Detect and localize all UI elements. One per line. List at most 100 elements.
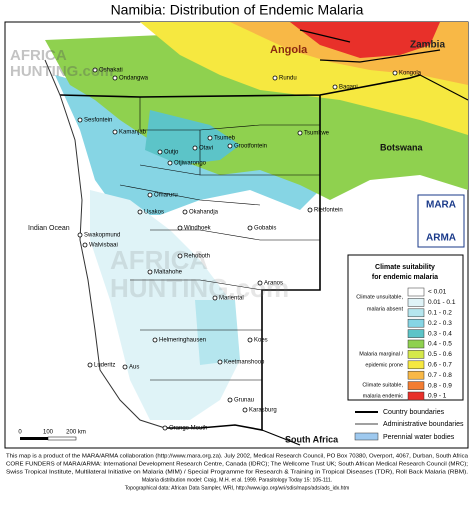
legend-swatch xyxy=(407,298,425,307)
scale-bar xyxy=(47,436,77,441)
town-label: Luderitz xyxy=(94,363,115,369)
legend-group: epidemic prone xyxy=(365,362,403,368)
footer-line: CORE FUNDERS of MARA/ARMA: International… xyxy=(6,461,468,467)
legend-group: malaria endemic xyxy=(363,393,404,399)
legend-swatch xyxy=(407,360,425,370)
town-marker xyxy=(247,337,253,343)
scale-label: 100 xyxy=(43,430,54,436)
legend-label: Perennial water bodies xyxy=(383,434,455,441)
legend-label: 0.01 - 0.1 xyxy=(428,299,456,306)
logo-text: MARA xyxy=(426,200,456,211)
ocean-label: Indian Ocean xyxy=(28,225,70,232)
town-marker xyxy=(82,242,88,248)
legend-label: 0.6 - 0.7 xyxy=(428,362,452,369)
town-marker xyxy=(177,253,183,259)
town-marker xyxy=(112,75,118,81)
town-label: Mariental xyxy=(219,296,244,302)
legend-swatch xyxy=(407,318,425,328)
town-marker xyxy=(392,70,398,76)
coastline xyxy=(44,59,166,429)
town-marker xyxy=(332,84,338,90)
town-marker xyxy=(207,135,213,141)
town-marker xyxy=(147,269,153,275)
legend-box xyxy=(347,254,464,401)
scale-bar xyxy=(20,437,48,440)
scale-label: 0 xyxy=(18,430,22,436)
footer-line: Malaria distribution model: Craig, M.H. … xyxy=(142,477,332,483)
town-marker xyxy=(227,397,233,403)
legend-swatch xyxy=(407,381,425,390)
town-label: Aranos xyxy=(264,281,283,287)
scale-label: 200 km xyxy=(66,430,86,436)
town-label: Bagani xyxy=(339,85,358,91)
legend-label: 0.3 - 0.4 xyxy=(428,330,452,337)
town-marker xyxy=(272,75,278,81)
legend-swatch xyxy=(407,339,425,349)
legend-swatch xyxy=(407,370,425,380)
legend-label: < 0.01 xyxy=(428,289,447,296)
town-label: Tsumkwe xyxy=(304,131,330,137)
footer-line: This map is a product of the MARA/ARMA c… xyxy=(6,453,468,459)
logo-box xyxy=(417,194,465,248)
town-label: Koes xyxy=(254,338,268,344)
town-label: Otavi xyxy=(199,146,213,152)
admin-boundary xyxy=(119,97,320,381)
town-label: Maltahohe xyxy=(154,270,183,276)
country-label: South Africa xyxy=(285,434,339,444)
legend-group: Climate suitable, xyxy=(362,382,403,388)
legend-label: 0.1 - 0.2 xyxy=(428,310,452,317)
town-marker xyxy=(217,359,223,365)
town-marker xyxy=(122,364,128,370)
band-light xyxy=(195,300,240,365)
legend-label: 0.8 - 0.9 xyxy=(428,382,452,389)
town-label: Orange Mouth xyxy=(169,426,207,432)
town-marker xyxy=(112,129,118,135)
town-label: Grunau xyxy=(234,398,254,404)
footer: This map is a product of the MARA/ARMA c… xyxy=(6,453,468,491)
town-marker xyxy=(297,130,303,136)
town-label: Ondangwa xyxy=(119,76,149,82)
legend-swatch xyxy=(407,308,425,318)
legend-swatch xyxy=(407,287,425,297)
watermark: HUNTING.com xyxy=(10,63,113,80)
legend-label: 0.2 - 0.3 xyxy=(428,320,452,327)
town-marker xyxy=(152,337,158,343)
legend-swatch xyxy=(354,432,379,441)
town-label: Tsumeb xyxy=(214,136,236,142)
town-marker xyxy=(147,192,153,198)
town-marker xyxy=(227,143,233,149)
country-label: Angola xyxy=(270,44,308,56)
town-marker xyxy=(192,145,198,151)
town-label: Kongola xyxy=(399,71,422,77)
town-label: Sesfontein xyxy=(84,118,112,124)
town-label: Windhoek xyxy=(184,226,212,232)
town-label: Karasburg xyxy=(249,408,277,414)
logo-text: ARMA xyxy=(426,233,456,244)
title: Namibia: Distribution of Endemic Malaria xyxy=(111,2,364,18)
band-red xyxy=(290,22,440,58)
watermark: HUNTING.com xyxy=(110,273,289,303)
watermark: AFRICA xyxy=(10,47,67,64)
legend-group: Malaria marginal / xyxy=(359,351,403,357)
town-label: Aus xyxy=(129,365,139,371)
town-marker xyxy=(137,209,143,215)
country-label: Zambia xyxy=(410,40,445,51)
town-marker xyxy=(212,295,218,301)
town-marker xyxy=(182,209,188,215)
towns: Oshakati Ondangwa Rundu Bagani Kongola Sesfon… xyxy=(77,68,422,432)
town-label: Keetmanshoop xyxy=(224,360,265,366)
legend-label: Country boundaries xyxy=(383,409,445,416)
legend-swatch xyxy=(407,329,425,338)
town-marker xyxy=(247,225,253,231)
town-marker xyxy=(77,117,83,123)
legend-label: Administrative boundaries xyxy=(383,421,464,428)
town-label: Okahandja xyxy=(189,210,219,216)
town-label: Walvisbaai xyxy=(89,243,118,249)
legend-title: Climate suitability xyxy=(375,264,435,271)
town-marker xyxy=(242,407,248,413)
legend: < 0.01 0.01 - 0.1 0.1 - 0.2 0.2 - 0.3 0.3 - … xyxy=(356,287,456,401)
country-label: Botswana xyxy=(380,142,424,152)
legend-swatch xyxy=(407,391,425,401)
watermark: AFRICA xyxy=(110,245,208,275)
